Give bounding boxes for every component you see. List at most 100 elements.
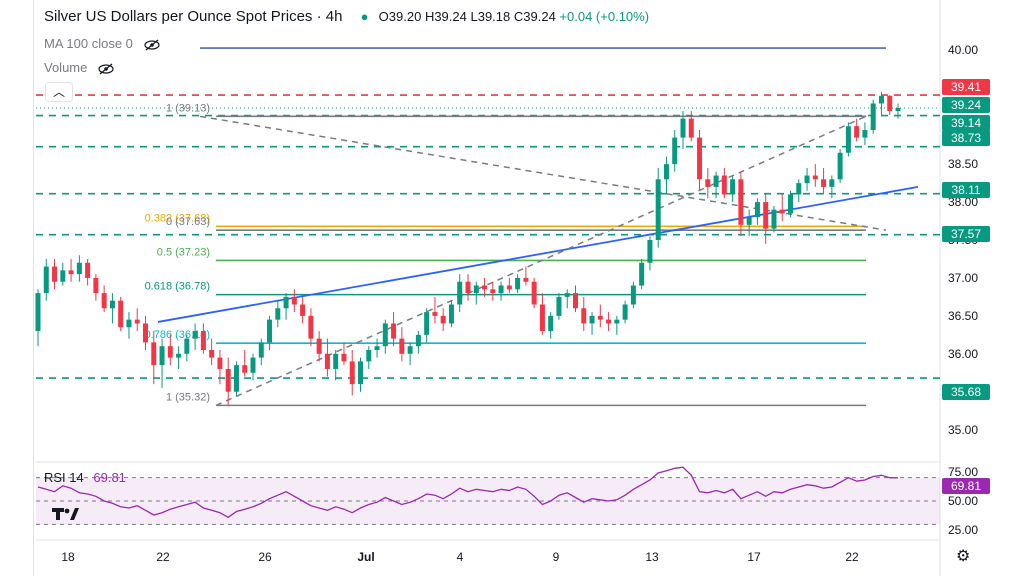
fib-lower-label: 0.786 (36.14) (145, 329, 210, 341)
candle-body (200, 331, 206, 350)
candle-body (548, 315, 554, 332)
fib-diagonal-upper (199, 115, 887, 231)
rsi-value: 69.81 (93, 470, 126, 485)
settings-gear-icon[interactable]: ⚙ (956, 548, 971, 565)
candle-body (60, 270, 66, 282)
price-tick-label: 36.50 (948, 308, 979, 323)
candle-body (209, 350, 215, 358)
candle-body (267, 319, 273, 343)
candle-body (76, 262, 82, 275)
candle-body (697, 137, 703, 180)
candle-body (788, 194, 793, 214)
candle-body (539, 304, 545, 332)
low-value: L39.18 (470, 9, 511, 24)
rsi-tick-label: 50.00 (948, 494, 979, 508)
candle-body (465, 281, 471, 294)
candle-body (457, 281, 463, 305)
candle-body (176, 353, 182, 358)
time-label: 4 (457, 550, 464, 564)
candle-body (448, 304, 454, 324)
rsi-legend[interactable]: RSI 14 69.81 (44, 470, 126, 485)
candle-body (895, 108, 901, 112)
candle-body (118, 300, 124, 328)
candle-body (316, 338, 322, 354)
candles (35, 92, 901, 406)
candle-body (291, 296, 297, 305)
tv-logo-shape (52, 508, 79, 520)
candle-body (672, 137, 678, 165)
candle-body (490, 289, 496, 294)
horizontal-levels (36, 47, 940, 379)
candle-body (746, 217, 752, 225)
candle-body (680, 118, 686, 138)
candle-body (167, 346, 173, 358)
change-value: +0.04 (+0.10%) (559, 9, 650, 24)
candle-body (523, 277, 529, 282)
candle-body (217, 357, 223, 369)
price-tick-label: 40.00 (948, 43, 979, 58)
candle-body (721, 175, 727, 195)
candle-body (663, 164, 669, 180)
candle-body (556, 296, 562, 316)
time-label: 26 (258, 550, 272, 564)
candle-body (581, 308, 587, 324)
candle-body (688, 118, 694, 138)
candle-body (878, 95, 884, 104)
volume-indicator-row[interactable]: Volume (44, 60, 115, 75)
candle-body (854, 126, 860, 138)
candle-body (300, 304, 306, 316)
price-tag: 38.73 (942, 130, 990, 146)
candle-body (109, 300, 115, 309)
time-label: 22 (845, 550, 859, 564)
candle-body (415, 334, 421, 347)
price-tag: 39.24 (942, 97, 990, 113)
eye-hidden-icon[interactable] (143, 39, 161, 51)
market-status-icon: ● (360, 9, 369, 24)
ma-indicator-row[interactable]: MA 100 close 0 (44, 36, 161, 51)
candle-body (647, 240, 653, 263)
fib-upper-label: 1 (39.13) (166, 102, 210, 114)
collapse-legend-button[interactable]: ︿ (45, 82, 73, 102)
price-tick-label: 36.00 (948, 346, 979, 361)
candle-body (233, 365, 239, 392)
candle-body (639, 262, 645, 286)
candle-body (498, 285, 504, 294)
candle-body (382, 323, 388, 347)
candle-body (845, 126, 851, 153)
candle-body (192, 331, 198, 339)
symbol-title[interactable]: Silver US Dollars per Ounce Spot Prices … (44, 8, 343, 25)
time-axis: 18 22 26 Jul 4 9 13 17 22 (61, 550, 859, 564)
candle-body (440, 315, 446, 324)
volume-label: Volume (44, 60, 88, 75)
candle-body (85, 262, 91, 278)
candle-body (821, 179, 827, 187)
rsi-line (37, 466, 899, 519)
eye-hidden-icon[interactable] (97, 63, 115, 75)
open-value: O39.20 (378, 9, 422, 24)
fib-lower-label: 0.618 (36.78) (145, 281, 210, 293)
candle-body (407, 346, 413, 354)
candle-body (358, 361, 363, 385)
fib-lower-label: 0.5 (37.23) (157, 246, 210, 258)
candle-body (763, 202, 769, 229)
left-margin (0, 0, 33, 576)
candle-body (35, 293, 41, 332)
candle-body (614, 319, 620, 324)
rsi-tick-label: 75.00 (948, 464, 979, 479)
candle-body (275, 308, 281, 320)
candle-body (324, 353, 330, 369)
candle-body (151, 342, 157, 366)
rsi-pane (36, 466, 940, 525)
tradingview-logo-icon[interactable] (50, 502, 80, 526)
candle-body (159, 346, 165, 366)
candle-body (43, 266, 49, 294)
time-label: 13 (645, 550, 659, 564)
candle-body (52, 266, 58, 282)
candle-body (622, 304, 628, 320)
candle-body (399, 338, 405, 354)
ma-label: MA 100 close 0 (44, 36, 133, 51)
candle-body (589, 315, 595, 324)
candle-body (887, 95, 893, 112)
chart-legend: Silver US Dollars per Ounce Spot Prices … (44, 8, 649, 25)
